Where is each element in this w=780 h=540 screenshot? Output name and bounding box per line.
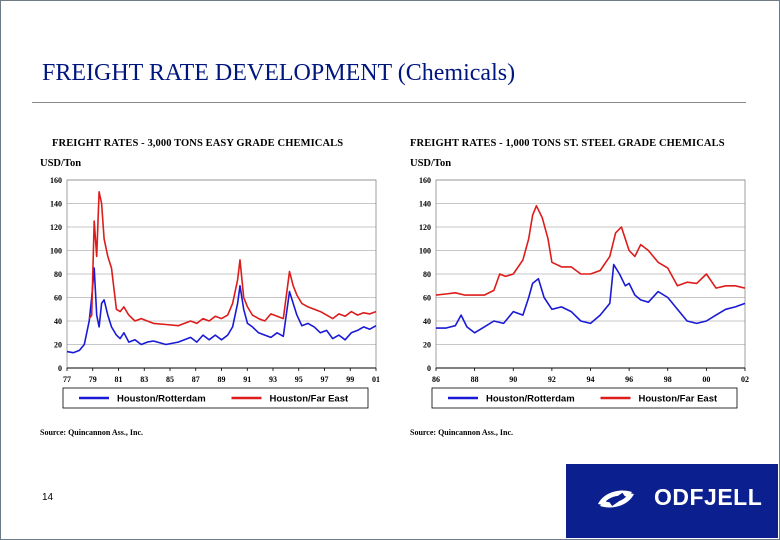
x-tick-label: 97	[321, 375, 329, 384]
x-tick-label: 86	[432, 375, 440, 384]
series-line-houston-rotterdam	[66, 267, 377, 354]
x-tick-label: 91	[243, 375, 251, 384]
chart-left: 0 20 40 60 80 100 120 140 160 77 79 81 83 85 87 89 91 93 9…	[50, 176, 380, 409]
x-tick-label: 88	[471, 375, 479, 384]
y-tick-label: 80	[54, 270, 62, 279]
y-tick-label: 0	[427, 364, 431, 373]
x-tick-label: 81	[115, 375, 123, 384]
y-tick-label: 160	[419, 176, 431, 185]
legend-label: Houston/Far East	[639, 394, 718, 405]
x-tick-label: 89	[218, 375, 226, 384]
legend	[431, 387, 738, 409]
y-tick-label: 20	[54, 341, 62, 350]
chart-right: 0 20 40 60 80 100 120 140 160 86 88 90 92 94 96 98 00 02 H…	[419, 176, 749, 409]
y-tick-label: 140	[50, 200, 62, 209]
page-number: 14	[42, 492, 54, 503]
series-line-houston-rotterdam	[436, 263, 746, 334]
page-title: FREIGHT RATE DEVELOPMENT (Chemicals)	[42, 60, 516, 86]
x-tick-label: 93	[269, 375, 277, 384]
y-tick-label: 140	[419, 200, 431, 209]
y-tick-label: 80	[423, 270, 431, 279]
series-line-houston-far-east	[435, 205, 746, 296]
x-tick-label: 83	[140, 375, 148, 384]
series-line-houston-far-east	[88, 191, 377, 327]
y-tick-label: 120	[50, 223, 62, 232]
legend-label: Houston/Far East	[270, 394, 349, 405]
y-tick-label: 40	[54, 317, 62, 326]
x-tick-label: 94	[587, 375, 595, 384]
x-tick-label: 96	[625, 375, 633, 384]
company-logo: ODFJELL	[566, 464, 778, 538]
x-tick-label: 00	[702, 375, 710, 384]
source-note-right: Source: Quincannon Ass., Inc.	[410, 428, 513, 437]
y-tick-label: 40	[423, 317, 431, 326]
x-tick-label: 85	[166, 375, 174, 384]
y-tick-label: 0	[58, 364, 62, 373]
x-tick-label: 01	[372, 375, 380, 384]
x-tick-label: 77	[63, 375, 71, 384]
y-tick-label: 160	[50, 176, 62, 185]
y-axis-unit-right: USD/Ton	[410, 158, 452, 169]
y-tick-label: 120	[419, 223, 431, 232]
odfjell-swirl-icon	[598, 490, 634, 508]
x-tick-label: 95	[295, 375, 303, 384]
chart-title-left: FREIGHT RATES - 3,000 TONS EASY GRADE CH…	[52, 138, 344, 149]
y-tick-label: 20	[423, 341, 431, 350]
y-tick-label: 60	[54, 294, 62, 303]
x-tick-label: 02	[741, 375, 749, 384]
legend-label: Houston/Rotterdam	[117, 394, 206, 405]
chart-title-right: FREIGHT RATES - 1,000 TONS ST. STEEL GRA…	[410, 138, 725, 149]
x-tick-label: 99	[346, 375, 354, 384]
title-divider	[32, 102, 746, 103]
source-note-left: Source: Quincannon Ass., Inc.	[40, 428, 143, 437]
x-tick-label: 90	[509, 375, 517, 384]
logo-wordmark: ODFJELL	[654, 484, 763, 510]
legend	[62, 387, 369, 409]
x-tick-label: 98	[664, 375, 672, 384]
y-tick-label: 100	[419, 247, 431, 256]
x-tick-label: 87	[192, 375, 200, 384]
legend-label: Houston/Rotterdam	[486, 394, 575, 405]
y-axis-unit-left: USD/Ton	[40, 158, 82, 169]
y-tick-label: 100	[50, 247, 62, 256]
x-tick-label: 92	[548, 375, 556, 384]
y-tick-label: 60	[423, 294, 431, 303]
x-tick-label: 79	[89, 375, 97, 384]
